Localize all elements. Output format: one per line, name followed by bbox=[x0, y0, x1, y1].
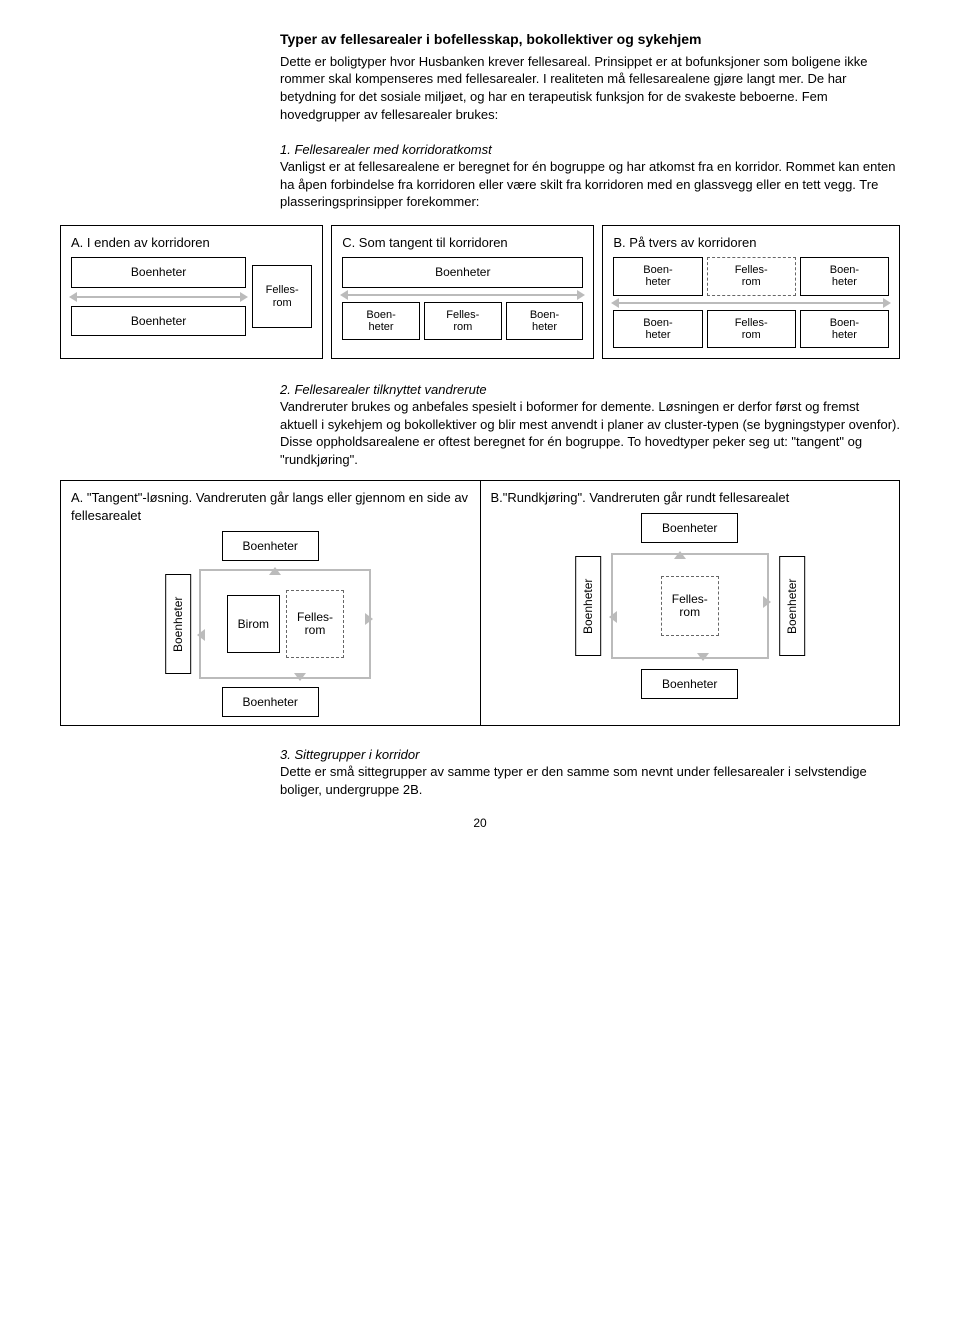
panel-2b: B."Rundkjøring". Vandreruten går rundt f… bbox=[480, 480, 901, 725]
panel-b: B. På tvers av korridoren Boen- heter Fe… bbox=[602, 225, 900, 359]
panel-2a: A. "Tangent"-løsning. Vandreruten går la… bbox=[60, 480, 480, 725]
item3-head: 3. Sittegrupper i korridor bbox=[280, 747, 419, 762]
panel-2a-title: A. "Tangent"-løsning. Vandreruten går la… bbox=[71, 489, 470, 524]
ring-path bbox=[611, 553, 769, 659]
corridor-arrow bbox=[71, 292, 246, 302]
box-boenheter: Boen- heter bbox=[613, 257, 702, 295]
diagram-row-2: A. "Tangent"-løsning. Vandreruten går la… bbox=[60, 480, 900, 725]
box-boenheter: Boen- heter bbox=[800, 257, 889, 295]
page-number: 20 bbox=[60, 815, 900, 831]
item2-head: 2. Fellesarealer tilknyttet vandrerute bbox=[280, 382, 487, 397]
diagram-row-1: A. I enden av korridoren Boenheter Boenh… bbox=[60, 225, 900, 359]
box-fellesrom-dash: Felles- rom bbox=[707, 257, 796, 295]
panel-b-title: B. På tvers av korridoren bbox=[613, 234, 889, 252]
page-title: Typer av fellesarealer i bofellesskap, b… bbox=[280, 30, 900, 49]
box-boenheter: Boen- heter bbox=[342, 302, 420, 340]
box-boenheter: Boen- heter bbox=[613, 310, 702, 348]
box-boenheter-vertical: Boenheter bbox=[779, 556, 805, 656]
panel-c-title: C. Som tangent til korridoren bbox=[342, 234, 583, 252]
box-boenheter: Boenheter bbox=[71, 306, 246, 336]
item2-body: Vandreruter brukes og anbefales spesielt… bbox=[280, 398, 900, 468]
corridor-arrow bbox=[613, 298, 889, 308]
intro-text: Dette er boligtyper hvor Husbanken kreve… bbox=[280, 53, 900, 123]
box-boenheter: Boenheter bbox=[71, 257, 246, 287]
item1-body: Vanligst er at fellesarealene er beregne… bbox=[280, 158, 900, 211]
panel-2b-title: B."Rundkjøring". Vandreruten går rundt f… bbox=[491, 489, 890, 507]
panel-c: C. Som tangent til korridoren Boenheter … bbox=[331, 225, 594, 359]
corridor-arrow bbox=[342, 290, 583, 300]
loop-path bbox=[199, 569, 371, 679]
box-boenheter: Boenheter bbox=[342, 257, 583, 287]
box-boenheter: Boen- heter bbox=[800, 310, 889, 348]
box-boenheter-vertical: Boenheter bbox=[165, 574, 191, 674]
box-fellesrom: Felles- rom bbox=[252, 265, 312, 327]
panel-a: A. I enden av korridoren Boenheter Boenh… bbox=[60, 225, 323, 359]
box-boenheter-vertical: Boenheter bbox=[575, 556, 601, 656]
box-boenheter: Boenheter bbox=[222, 531, 319, 561]
item3-body: Dette er små sittegrupper av samme typer… bbox=[280, 763, 900, 798]
item1-head: 1. Fellesarealer med korridoratkomst bbox=[280, 142, 492, 157]
panel-a-title: A. I enden av korridoren bbox=[71, 234, 312, 252]
box-boenheter: Boenheter bbox=[641, 669, 738, 699]
box-fellesrom: Felles- rom bbox=[424, 302, 502, 340]
box-fellesrom: Felles- rom bbox=[707, 310, 796, 348]
box-boenheter: Boen- heter bbox=[506, 302, 584, 340]
box-boenheter: Boenheter bbox=[222, 687, 319, 717]
box-boenheter: Boenheter bbox=[641, 513, 738, 543]
